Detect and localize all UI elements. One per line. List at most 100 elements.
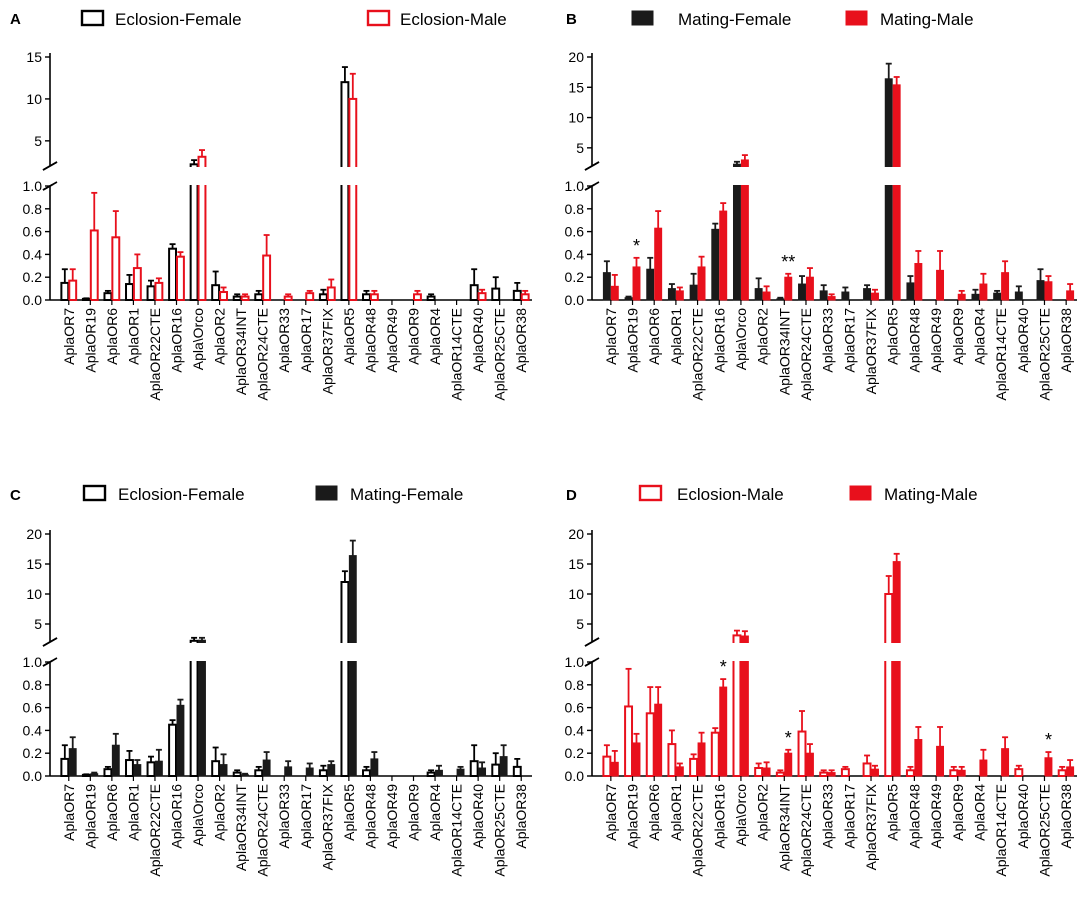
bar xyxy=(499,756,508,777)
bar xyxy=(318,293,328,301)
bar xyxy=(697,742,706,777)
bar xyxy=(426,295,436,301)
bar xyxy=(176,255,185,301)
bar xyxy=(1044,281,1053,301)
category-label: AplaOR22CTE xyxy=(147,308,163,401)
bar xyxy=(327,764,336,777)
legend-label-1: Mating-Male xyxy=(884,485,978,504)
bar xyxy=(254,293,264,301)
category-label: AplaOR1 xyxy=(125,308,141,365)
category-label: AplaOR25CTE xyxy=(1036,784,1052,877)
bar xyxy=(667,288,676,301)
bar xyxy=(477,292,487,302)
category-label: AplaOR34INT xyxy=(776,308,792,396)
bar xyxy=(305,767,314,777)
category-label: AplaOR7 xyxy=(61,784,77,841)
bar xyxy=(906,282,915,301)
category-label: AplaOR24CTE xyxy=(255,308,271,401)
bar xyxy=(413,293,422,301)
axis-break-gap xyxy=(594,643,1079,661)
bar xyxy=(762,767,771,777)
legend-label-0: Eclosion-Female xyxy=(115,10,242,29)
bar xyxy=(645,712,655,777)
category-label: AplaOR22CTE xyxy=(147,784,163,877)
bar xyxy=(232,295,242,301)
bar xyxy=(797,730,807,777)
legend-swatch-0 xyxy=(631,10,654,26)
bar xyxy=(305,292,315,302)
bar xyxy=(111,236,121,302)
bar xyxy=(103,768,113,777)
y-tick-label-upper: 20 xyxy=(568,49,584,65)
category-label: AplaOR7 xyxy=(61,308,77,365)
significance-marker: * xyxy=(1045,730,1052,750)
legend-label-0: Eclosion-Male xyxy=(677,485,784,504)
bar xyxy=(936,745,945,777)
category-label: AplaOR38 xyxy=(1058,784,1074,849)
bar xyxy=(711,228,720,301)
bar xyxy=(1001,272,1010,301)
bar xyxy=(979,283,988,301)
bar xyxy=(348,97,358,301)
bar xyxy=(478,767,487,777)
bar xyxy=(798,283,806,301)
y-tick-label-upper: 5 xyxy=(34,616,42,632)
bar xyxy=(936,269,945,301)
significance-marker: * xyxy=(633,236,640,256)
bar xyxy=(1014,768,1024,777)
bar xyxy=(1014,291,1023,301)
category-label: AplaOR5 xyxy=(341,308,357,365)
category-label: AplaOR4 xyxy=(971,784,987,841)
bar xyxy=(805,276,814,301)
bar xyxy=(602,272,611,301)
y-tick-label-lower: 0.0 xyxy=(565,292,585,308)
bar xyxy=(111,744,120,777)
bar xyxy=(892,84,901,301)
category-label: AplaOR6 xyxy=(104,784,120,841)
category-label: AplaOR4 xyxy=(971,308,987,365)
category-label: AplaOR5 xyxy=(341,784,357,841)
bar xyxy=(90,773,99,777)
significance-marker: * xyxy=(720,657,727,677)
y-tick-label-upper: 10 xyxy=(568,110,584,126)
bar xyxy=(949,769,959,777)
bar xyxy=(914,739,923,777)
y-tick-label-lower: 1.0 xyxy=(565,178,585,194)
y-tick-label-upper: 20 xyxy=(26,526,42,542)
y-tick-label-lower: 1.0 xyxy=(23,654,43,670)
legend-swatch-0 xyxy=(80,9,105,27)
y-tick-label-lower: 0.2 xyxy=(565,745,585,761)
bar xyxy=(340,81,350,302)
bar xyxy=(1044,757,1053,777)
bar xyxy=(776,298,785,301)
bar xyxy=(675,766,684,777)
bar xyxy=(1001,748,1010,777)
bar xyxy=(805,752,814,777)
category-label: AplaOR37FIX xyxy=(863,307,879,394)
bar xyxy=(957,293,966,301)
bar xyxy=(512,765,522,778)
bar xyxy=(892,561,901,777)
category-label: AplaOR5 xyxy=(885,308,901,365)
y-tick-label-lower: 0.4 xyxy=(23,722,43,738)
bar xyxy=(624,297,633,301)
bar xyxy=(284,766,293,777)
y-tick-label-upper: 5 xyxy=(576,616,584,632)
legend-label-1: Eclosion-Male xyxy=(400,10,507,29)
panel-letter: D xyxy=(566,487,577,504)
bar xyxy=(884,78,893,301)
category-label: AplaOR2 xyxy=(212,784,228,841)
bar xyxy=(254,769,264,777)
category-label: AplaOR24CTE xyxy=(255,784,271,877)
y-tick-label-lower: 0.6 xyxy=(23,224,43,240)
category-label: Apla\Orco xyxy=(733,784,749,846)
category-label: AplaOR38 xyxy=(513,784,529,849)
category-label: AplaOR48 xyxy=(362,308,378,373)
category-label: AplaOR19 xyxy=(82,308,98,373)
bar xyxy=(971,293,980,301)
category-label: AplaOR1 xyxy=(668,308,684,365)
category-label: AplaOR37FIX xyxy=(863,783,879,870)
bar xyxy=(262,254,272,301)
category-label: AplaOR19 xyxy=(625,784,641,849)
category-label: AplaOR24CTE xyxy=(798,784,814,877)
